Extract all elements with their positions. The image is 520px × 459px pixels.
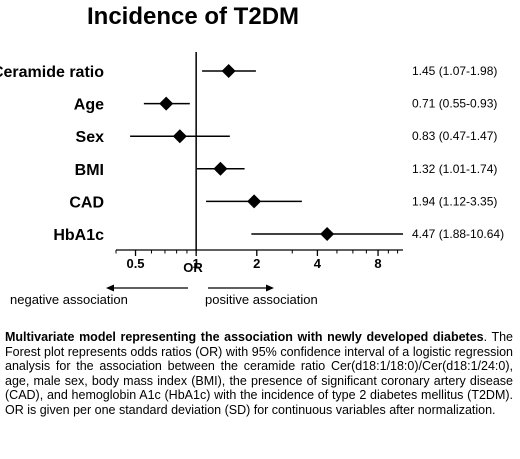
row-label: CAD xyxy=(69,194,104,211)
row-cad: CAD 1.94 (1.12-3.35) xyxy=(69,194,497,211)
or-marker xyxy=(320,227,335,241)
x-axis-title: OR xyxy=(183,260,203,275)
ci-value-text: 0.83 (0.47-1.47) xyxy=(412,129,497,143)
ci-value-text: 1.45 (1.07-1.98) xyxy=(412,64,497,78)
negative-association-label: negative association xyxy=(10,292,128,307)
row-label: Sex xyxy=(76,129,105,146)
caption-text: . The Forest plot represents odds ratios… xyxy=(5,330,513,417)
x-tick-label: 4 xyxy=(314,256,322,271)
row-hba1c: HbA1c 4.47 (1.88-10.64) xyxy=(53,227,504,244)
row-age: Age 0.71 (0.55-0.93) xyxy=(74,96,497,114)
x-tick-label: 2 xyxy=(253,256,260,271)
association-arrows: negative association positive associatio… xyxy=(10,284,318,307)
ci-value-text: 1.32 (1.01-1.74) xyxy=(412,162,497,176)
row-ceramide-ratio: Ceramide ratio 1.45 (1.07-1.98) xyxy=(0,64,497,81)
row-label: HbA1c xyxy=(53,227,104,244)
figure-caption: Multivariate model representing the asso… xyxy=(5,330,513,418)
ci-value-text: 1.94 (1.12-3.35) xyxy=(412,194,497,208)
row-bmi: BMI 1.32 (1.01-1.74) xyxy=(75,161,497,179)
chart-title: Incidence of T2DM xyxy=(87,3,299,30)
forest-plot: Incidence of T2DM Ceramide ratio 1.45 (1.… xyxy=(0,3,504,307)
or-marker xyxy=(247,194,262,209)
or-marker xyxy=(159,96,174,111)
x-tick-label: 8 xyxy=(374,256,381,271)
or-marker xyxy=(213,161,228,176)
row-label: Ceramide ratio xyxy=(0,64,104,81)
x-tick-label: 0.5 xyxy=(126,256,144,271)
or-marker xyxy=(172,129,187,144)
positive-arrowhead xyxy=(266,284,274,292)
positive-association-label: positive association xyxy=(205,292,318,307)
negative-arrowhead xyxy=(106,284,114,292)
ci-value-text: 0.71 (0.55-0.93) xyxy=(412,97,497,111)
or-marker xyxy=(221,64,236,78)
row-label: Age xyxy=(74,97,104,114)
x-tick-label: 1 xyxy=(193,256,200,271)
ci-value-text: 4.47 (1.88-10.64) xyxy=(412,227,504,241)
row-label: BMI xyxy=(75,162,104,179)
caption-bold: Multivariate model representing the asso… xyxy=(5,330,484,344)
row-sex: Sex 0.83 (0.47-1.47) xyxy=(76,129,497,146)
